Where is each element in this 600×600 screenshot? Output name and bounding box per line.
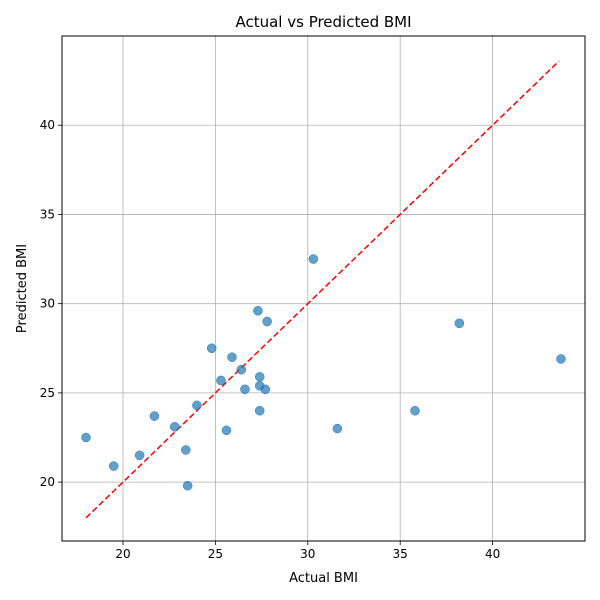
data-point [182,480,193,491]
x-tick-label: 30 [300,547,315,561]
data-point [169,422,180,432]
data-point [262,316,272,327]
identity-reference-line [85,60,560,519]
data-point [192,400,202,411]
y-tick-label: 30 [40,297,55,311]
data-point [108,461,119,471]
data-point [410,405,420,416]
y-tick-label: 25 [40,386,55,400]
x-tick-label: 25 [208,547,223,561]
reference-line-layer [85,60,560,519]
data-point [227,352,237,362]
y-axis-title: Predicted BMI [15,244,30,333]
y-axis-ticks: 20 25 30 35 40 [40,118,62,489]
data-point [216,375,226,386]
data-point [253,306,263,316]
data-point [254,372,265,382]
x-axis-ticks: 20 25 30 35 40 [115,541,500,561]
grid-lines [62,36,585,541]
data-point [134,450,145,461]
plot-area-frame [61,35,586,542]
data-point [149,411,160,421]
data-point [260,384,271,395]
data-point [308,254,319,264]
data-point [181,445,191,455]
data-point [206,343,217,354]
chart-title: Actual vs Predicted BMI [235,13,411,31]
y-tick-label: 20 [40,475,55,489]
y-tick-label: 35 [40,207,55,221]
x-tick-label: 35 [393,547,408,561]
data-point [81,432,91,443]
x-tick-label: 40 [485,547,500,561]
data-point [454,318,465,329]
data-point [556,354,566,364]
data-point [221,425,232,436]
data-point [254,405,265,416]
x-tick-label: 20 [115,547,130,561]
data-point [332,423,343,434]
data-point [240,384,250,395]
x-axis-title: Actual BMI [289,571,358,586]
data-point [236,364,247,375]
y-tick-label: 40 [40,118,55,132]
data-points [81,254,566,491]
